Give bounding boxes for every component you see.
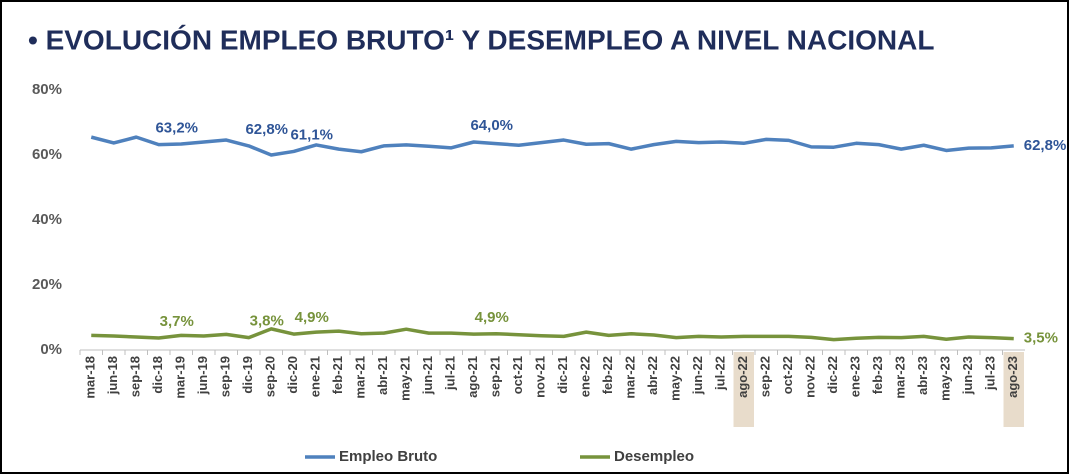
x-tick-label: mar-21: [353, 356, 368, 399]
data-label: 4,9%: [475, 309, 509, 326]
data-label: 63,2%: [155, 120, 198, 137]
x-tick-label: jun-23: [960, 356, 975, 395]
x-tick-label: mar-18: [83, 356, 98, 399]
y-tick-label: 60%: [32, 146, 62, 163]
data-label: 64,0%: [470, 117, 513, 134]
x-tick-label: jun-22: [690, 356, 705, 395]
x-tick-label: oct-22: [780, 356, 795, 394]
x-tick-label: dic-20: [285, 356, 300, 394]
x-tick-label: ago-21: [465, 356, 480, 398]
x-tick-label: dic-19: [240, 356, 255, 394]
x-tick-label: ene-22: [578, 356, 593, 397]
x-tick-label: sep-21: [488, 356, 503, 397]
y-tick-label: 20%: [32, 276, 62, 293]
x-tick-label: ene-23: [848, 356, 863, 397]
x-tick-label: may-23: [938, 356, 953, 401]
x-tick-label: nov-22: [803, 356, 818, 398]
highlight-band: [733, 352, 754, 427]
x-tick-label: jun-19: [195, 356, 210, 395]
x-tick-label: nov-21: [533, 356, 548, 398]
data-label: 3,5%: [1024, 330, 1058, 347]
x-tick-label: mar-19: [173, 356, 188, 399]
x-tick-label: feb-21: [330, 356, 345, 394]
x-tick-label: feb-23: [870, 356, 885, 394]
x-tick-label: ene-21: [308, 356, 323, 397]
x-tick-label: may-21: [398, 356, 413, 401]
x-tick-label: feb-22: [600, 356, 615, 394]
x-tick-label: abr-23: [915, 356, 930, 395]
data-label: 62,8%: [245, 121, 288, 138]
y-tick-label: 40%: [32, 211, 62, 228]
y-tick-label: 0%: [40, 341, 62, 358]
x-tick-label: sep-20: [263, 356, 278, 397]
series-line: [91, 327, 1014, 342]
highlight-band: [1003, 352, 1024, 427]
x-tick-label: oct-21: [510, 356, 525, 394]
x-tick-label: sep-22: [758, 356, 773, 397]
data-label: 3,7%: [160, 313, 194, 330]
x-tick-label: dic-18: [150, 356, 165, 394]
x-tick-label: jun-18: [105, 356, 120, 395]
legend-label: Desempleo: [614, 448, 694, 465]
x-tick-label: mar-22: [623, 356, 638, 399]
x-tick-label: abr-21: [375, 356, 390, 395]
legend-label: Empleo Bruto: [339, 448, 437, 465]
x-tick-label: mar-23: [893, 356, 908, 399]
data-label: 3,8%: [250, 313, 284, 330]
data-label: 4,9%: [295, 309, 329, 326]
x-tick-label: dic-21: [555, 356, 570, 394]
data-label: 62,8%: [1024, 137, 1067, 154]
x-tick-label: jun-21: [420, 356, 435, 395]
x-tick-label: ago-23: [1005, 356, 1020, 398]
y-tick-label: 80%: [32, 81, 62, 98]
x-tick-label: may-22: [668, 356, 683, 401]
x-tick-label: jul-22: [713, 356, 728, 391]
x-tick-label: abr-22: [645, 356, 660, 395]
x-tick-label: jul-23: [983, 356, 998, 391]
x-tick-label: jul-21: [443, 356, 458, 391]
x-tick-label: ago-22: [735, 356, 750, 398]
x-tick-label: sep-18: [128, 356, 143, 397]
chart-title: • EVOLUCIÓN EMPLEO BRUTO¹ Y DESEMPLEO A …: [28, 24, 934, 55]
data-label: 61,1%: [290, 126, 333, 143]
series-line: [90, 135, 1014, 157]
x-tick-label: dic-22: [825, 356, 840, 394]
x-tick-label: sep-19: [218, 356, 233, 397]
